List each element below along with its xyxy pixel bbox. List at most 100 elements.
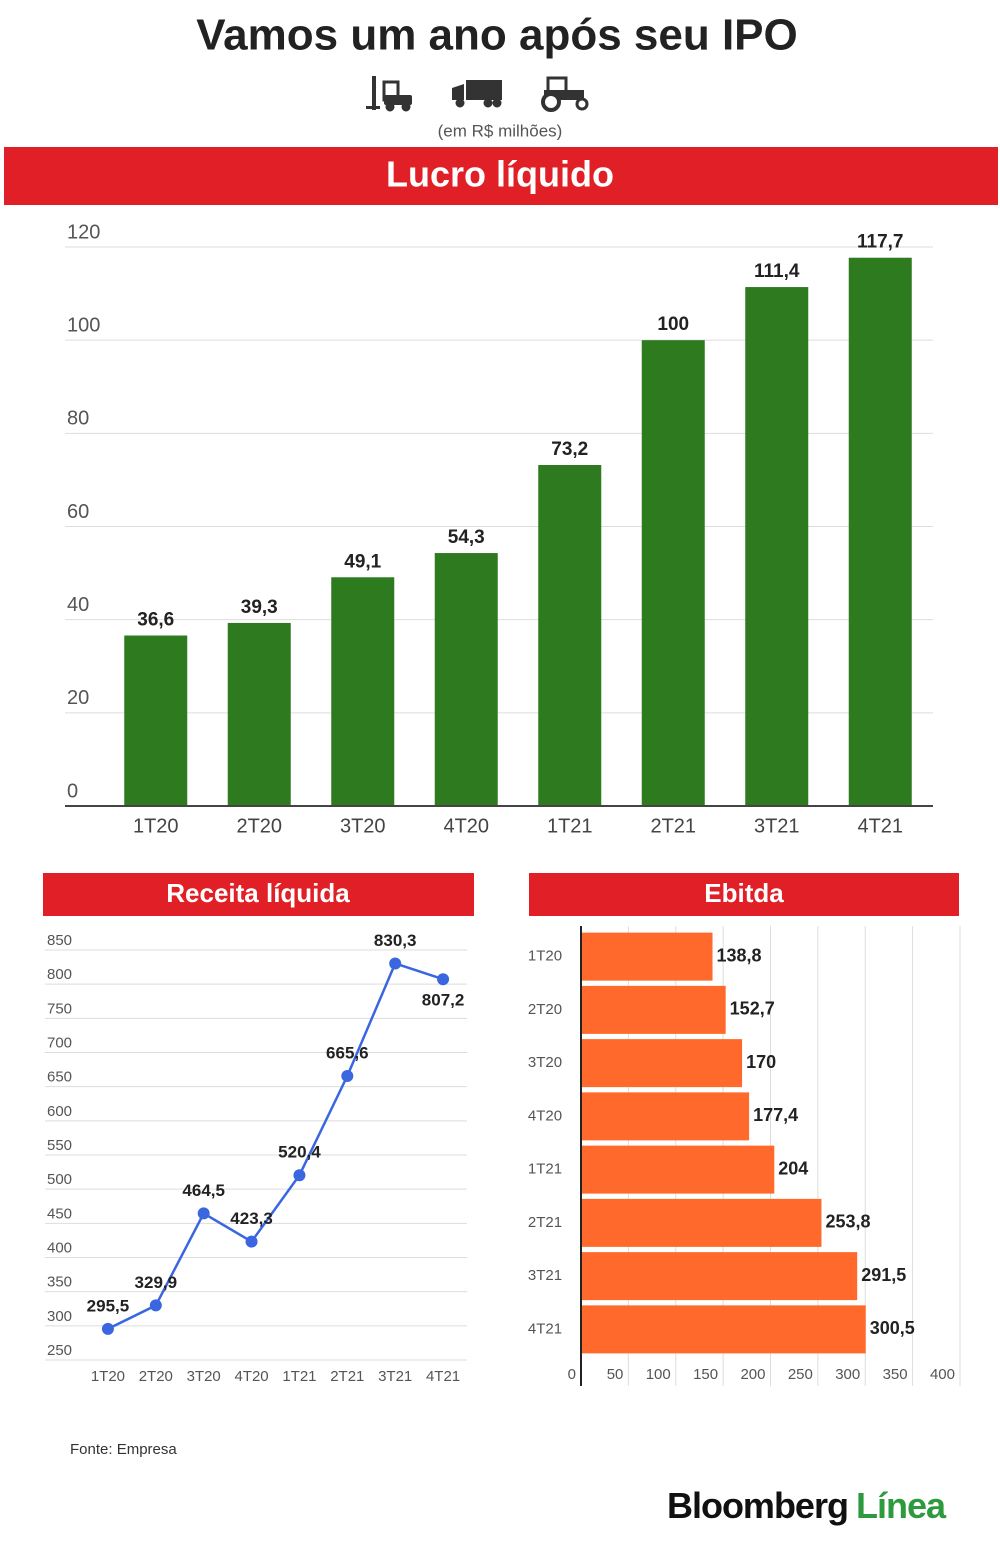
y-tick-label: 100: [67, 314, 100, 336]
value-label: 423,3: [230, 1209, 273, 1228]
y-tick-label: 0: [67, 780, 78, 802]
y-tick-label: 2T20: [528, 1001, 562, 1018]
bar: [581, 932, 713, 981]
point: [101, 1322, 114, 1335]
x-tick-label: 1T21: [282, 1368, 316, 1385]
brand: Bloomberg Línea: [667, 1485, 947, 1526]
y-tick-label: 650: [47, 1069, 72, 1086]
bar: [581, 1305, 866, 1354]
x-tick-label: 3T21: [754, 815, 800, 837]
y-tick-label: 350: [47, 1274, 72, 1291]
chart-title: Ebitda: [704, 878, 784, 908]
y-tick-label: 40: [67, 594, 89, 616]
value-label: 464,5: [182, 1181, 225, 1200]
y-tick-label: 300: [47, 1308, 72, 1325]
point: [437, 973, 450, 986]
value-label: 665,6: [326, 1043, 369, 1062]
value-label: 117,7: [857, 232, 904, 253]
value-label: 253,8: [825, 1212, 870, 1232]
x-tick-label: 400: [930, 1366, 955, 1383]
page-title: Vamos um ano após seu IPO: [196, 11, 798, 60]
bar: [227, 622, 291, 806]
source: Fonte: Empresa: [70, 1441, 177, 1458]
value-label: 291,5: [861, 1265, 906, 1285]
chart-title: Receita líquida: [166, 878, 350, 908]
bar: [434, 553, 498, 806]
bar: [124, 635, 188, 806]
forklift-icon: [366, 76, 412, 112]
value-label: 152,7: [730, 999, 775, 1019]
point: [389, 957, 402, 970]
y-tick-label: 4T20: [528, 1107, 562, 1124]
bar: [848, 257, 912, 806]
bar: [581, 985, 726, 1034]
y-tick-label: 120: [67, 221, 100, 243]
y-tick-label: 1T21: [528, 1161, 562, 1178]
value-label: 177,4: [753, 1105, 798, 1125]
value-label: 520,4: [278, 1143, 321, 1162]
value-label: 138,8: [717, 945, 762, 965]
point: [197, 1207, 210, 1220]
x-tick-label: 100: [646, 1366, 671, 1383]
bar: [581, 1145, 775, 1194]
y-tick-label: 250: [47, 1342, 72, 1359]
bar: [581, 1198, 822, 1247]
value-label: 36,6: [137, 610, 174, 631]
truck-icon: [452, 80, 502, 108]
y-tick-label: 750: [47, 1000, 72, 1017]
x-tick-label: 1T20: [91, 1368, 125, 1385]
x-tick-label: 350: [883, 1366, 908, 1383]
value-label: 54,3: [448, 527, 485, 548]
y-tick-label: 450: [47, 1205, 72, 1222]
x-tick-label: 200: [740, 1366, 765, 1383]
y-tick-label: 3T20: [528, 1054, 562, 1071]
y-tick-label: 2T21: [528, 1214, 562, 1231]
x-tick-label: 2T21: [330, 1368, 364, 1385]
value-label: 830,3: [374, 931, 417, 950]
value-label: 170: [746, 1052, 776, 1072]
y-tick-label: 80: [67, 408, 89, 430]
icons: [366, 76, 589, 112]
x-tick-label: 3T20: [340, 815, 386, 837]
x-tick-label: 4T20: [443, 815, 489, 837]
y-tick-label: 20: [67, 687, 89, 709]
bar: [331, 577, 395, 806]
x-tick-label: 2T20: [236, 815, 282, 837]
x-tick-label: 3T20: [187, 1368, 221, 1385]
value-label: 329,9: [135, 1273, 178, 1292]
point: [149, 1299, 162, 1312]
point: [245, 1235, 258, 1248]
y-tick-label: 500: [47, 1171, 72, 1188]
y-tick-label: 550: [47, 1137, 72, 1154]
y-tick-label: 4T21: [528, 1320, 562, 1337]
x-tick-label: 3T21: [378, 1368, 412, 1385]
y-tick-label: 800: [47, 966, 72, 983]
value-label: 111,4: [754, 261, 800, 282]
x-tick-label: 1T20: [133, 815, 179, 837]
point: [293, 1169, 306, 1182]
y-tick-label: 3T21: [528, 1267, 562, 1284]
header-band: [43, 873, 474, 916]
value-label: 100: [657, 314, 689, 335]
value-label: 300,5: [870, 1318, 915, 1338]
value-label: 295,5: [87, 1296, 130, 1315]
x-tick-label: 50: [607, 1366, 624, 1383]
bar: [581, 1039, 743, 1088]
x-tick-label: 2T21: [650, 815, 696, 837]
y-tick-label: 850: [47, 932, 72, 949]
value-label: 807,2: [422, 991, 465, 1010]
value-label: 49,1: [344, 551, 381, 572]
tractor-icon: [541, 76, 589, 112]
x-tick-label: 4T21: [426, 1368, 460, 1385]
header-band: [529, 873, 959, 916]
bar: [581, 1252, 858, 1301]
header-band: [4, 147, 998, 205]
bar: [581, 1092, 750, 1141]
x-tick-label: 2T20: [139, 1368, 173, 1385]
bar: [745, 287, 809, 807]
y-tick-label: 700: [47, 1034, 72, 1051]
value-label: 73,2: [551, 439, 588, 460]
subtitle: (em R$ milhões): [438, 121, 563, 140]
x-tick-label: 4T20: [234, 1368, 268, 1385]
